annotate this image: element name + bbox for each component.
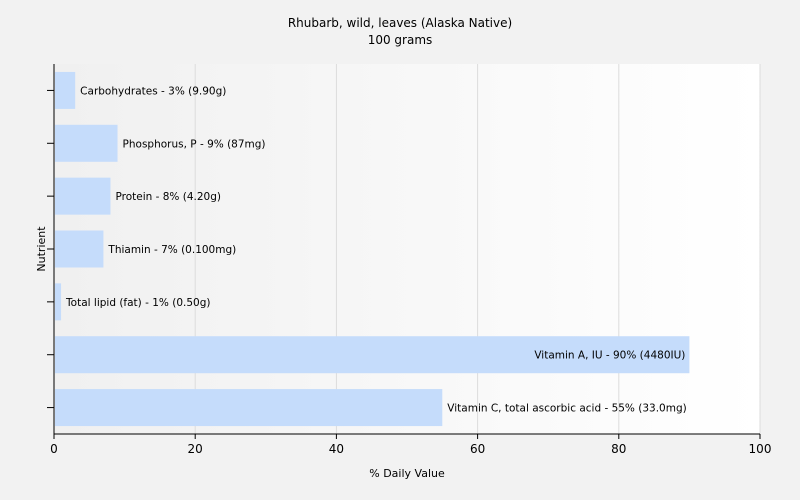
x-axis-label: % Daily Value [369, 467, 445, 480]
bar-label: Vitamin C, total ascorbic acid - 55% (33… [447, 403, 686, 415]
x-tick-label: 100 [749, 442, 772, 456]
x-tick-label: 20 [188, 442, 203, 456]
bar-label: Carbohydrates - 3% (9.90g) [80, 85, 226, 97]
bar-label: Vitamin A, IU - 90% (4480IU) [534, 350, 685, 362]
bar-label: Thiamin - 7% (0.100mg) [107, 244, 236, 256]
bar [55, 336, 690, 374]
bar [55, 230, 104, 268]
bar-label: Total lipid (fat) - 1% (0.50g) [65, 297, 210, 309]
x-tick-label: 60 [470, 442, 485, 456]
x-tick-label: 80 [611, 442, 626, 456]
bar [55, 177, 111, 215]
chart-title: Rhubarb, wild, leaves (Alaska Native) [288, 16, 512, 30]
chart-subtitle: 100 grams [368, 33, 433, 47]
bar [55, 124, 118, 162]
bar [55, 71, 76, 109]
x-tick-label: 40 [329, 442, 344, 456]
bar-label: Protein - 8% (4.20g) [115, 191, 221, 203]
bar [55, 389, 443, 427]
y-axis-label: Nutrient [35, 226, 48, 272]
bars: Carbohydrates - 3% (9.90g) Phosphorus, P … [55, 71, 690, 427]
x-ticks: 0 20 40 60 80 100 [50, 434, 771, 456]
y-ticks [47, 89, 54, 409]
bar-label: Phosphorus, P - 9% (87mg) [123, 138, 266, 150]
bar [55, 283, 62, 321]
x-tick-label: 0 [50, 442, 58, 456]
